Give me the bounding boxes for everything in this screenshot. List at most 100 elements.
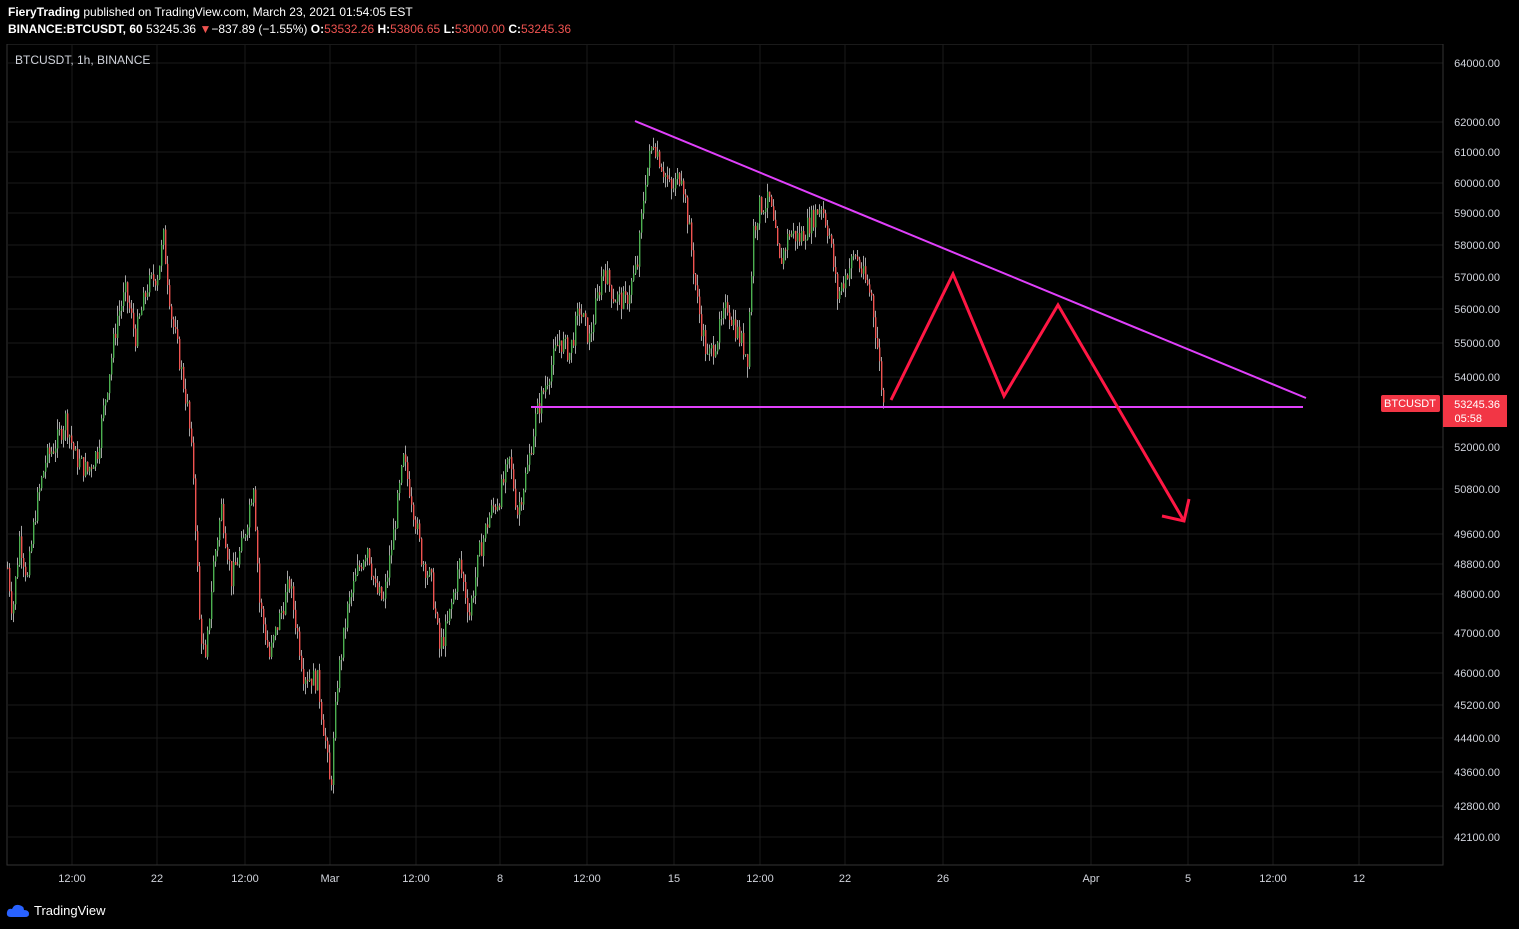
candle-body [485,524,487,539]
candle-body [543,390,545,392]
candle-body [211,591,213,620]
candle-body [373,576,375,579]
candle-body [569,352,571,360]
candle-body [637,264,639,267]
candle-body [385,581,387,599]
candle-body [405,454,407,463]
candle-body [477,555,479,578]
candle-body [575,315,577,346]
candle-body [67,413,69,438]
chart-grid [0,43,1519,893]
candle-body [881,361,883,391]
time-tick-label: 12:00 [746,873,774,885]
candle-body [123,292,125,306]
candle-body [869,284,871,293]
candle-body [151,274,153,276]
price-tick-label: 58000.00 [1454,240,1500,252]
candle-body [595,298,597,324]
candle-body [339,659,341,689]
candle-body [571,339,573,353]
candle-body [53,451,55,453]
price-tick-label: 44400.00 [1454,733,1500,745]
candle-body [63,430,65,440]
candle-body [137,316,139,347]
candle-body [797,233,799,242]
candle-body [661,167,663,172]
candle-body [111,357,113,375]
candle-body [701,314,703,337]
candle-body [367,548,369,558]
low-label: L: [443,22,455,36]
candle-body [835,267,837,275]
candle-body [201,618,203,644]
candle-body [679,173,681,185]
candle-body [149,275,151,293]
candle-body [685,194,687,198]
candle-body [171,306,173,320]
candle-body [803,230,805,241]
candle-body [279,612,281,630]
candle-body [665,175,667,177]
candle-body [33,522,35,545]
candle-body [581,314,583,317]
candle-body [71,435,73,443]
candle-body [585,313,587,318]
price-tick-label: 50800.00 [1454,484,1500,496]
candle-body [651,147,653,151]
candle-body [221,503,223,521]
price-axis[interactable]: 64000.00 62000.00 61000.00 60000.00 59000.00… [1381,44,1507,865]
candle-body [65,413,67,431]
candle-body [377,582,379,594]
candle-body [535,413,537,437]
candle-body [473,595,475,599]
candle-body [753,225,755,277]
candle-body [357,565,359,575]
candle-body [319,670,321,702]
candle-body [839,291,841,300]
candle-body [457,569,459,592]
candle-body [775,219,777,229]
candle-body [691,222,693,251]
candle-body [593,323,595,333]
candle-body [449,609,451,622]
candle-body [183,366,185,389]
candle-body [871,292,873,296]
candle-body [213,561,215,592]
close-value: 53245.36 [520,22,572,36]
candle-body [849,268,851,279]
time-axis[interactable]: 12:00 22 12:00 Mar 12:00 8 12:00 15 12:00 22 26 Apr… [7,864,1443,885]
candle-body [131,308,133,313]
candle-body [49,447,51,455]
time-tick-label: 5 [1185,873,1191,885]
candle-body [617,294,619,302]
candle-body [379,586,381,594]
candle-body [103,405,105,419]
candle-body [415,519,417,529]
author-name[interactable]: FieryTrading [8,5,81,19]
candle-body [207,630,209,657]
candle-body [165,229,167,264]
candle-body [51,451,53,455]
candle-body [99,447,101,459]
candle-body [233,561,235,587]
candle-body [491,505,493,516]
candle-body [773,206,775,220]
candle-body [205,644,207,657]
candle-body [251,502,253,505]
candle-body [583,313,585,317]
candle-body [865,266,867,280]
candle-body [181,366,183,370]
time-tick-label: 8 [497,873,503,885]
candle-body [603,270,605,277]
candle-body [229,559,231,561]
candle-body [417,523,419,529]
candle-body [591,332,593,334]
time-tick-label: Apr [1082,873,1099,885]
candle-body [261,602,263,609]
candle-body [147,292,149,297]
candle-body [533,436,535,454]
candle-body [31,544,33,552]
candle-body [519,502,521,515]
tradingview-logo[interactable]: TradingView [6,903,106,918]
